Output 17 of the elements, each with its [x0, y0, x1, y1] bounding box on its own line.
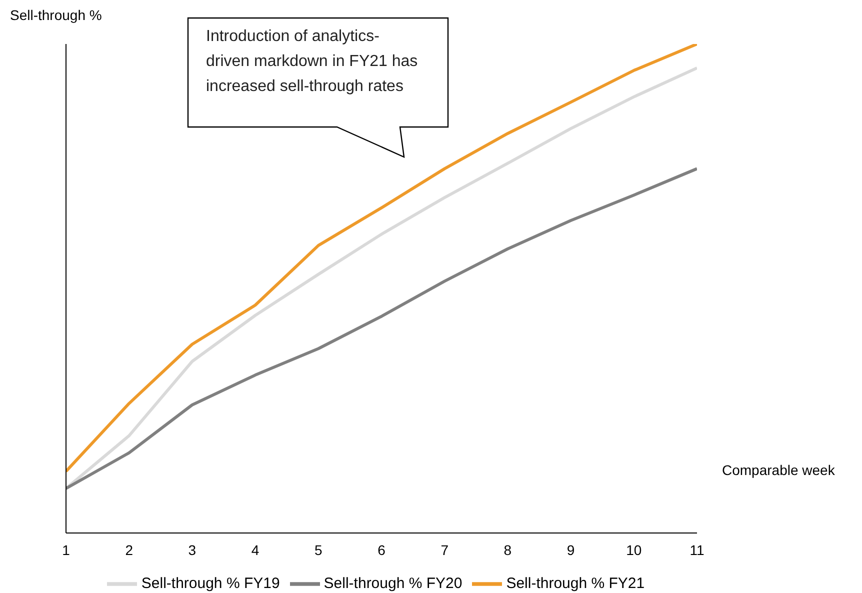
legend-label: Sell-through % FY21	[506, 574, 645, 592]
x-tick-label: 5	[314, 542, 322, 558]
x-tick-label: 8	[504, 542, 512, 558]
x-tick-label: 7	[440, 542, 449, 558]
x-tick-label: 3	[188, 542, 196, 558]
x-tick-label: 9	[566, 542, 575, 558]
x-tick-label: 2	[125, 542, 134, 558]
x-tick-label: 6	[378, 542, 386, 558]
legend-label: Sell-through % FY20	[324, 574, 462, 592]
x-tick-label: 11	[690, 542, 704, 558]
x-tick-label: 10	[626, 542, 642, 558]
y-axis-title: Sell-through %	[10, 7, 102, 23]
x-tick-label: 4	[251, 542, 260, 558]
x-tick-label: 1	[62, 542, 70, 558]
legend-label: Sell-through % FY19	[141, 574, 280, 592]
x-axis-title: Comparable week	[722, 462, 835, 478]
annotation: Introduction of analytics-driven markdown in FY21 has increased sell-through rates	[206, 27, 419, 97]
